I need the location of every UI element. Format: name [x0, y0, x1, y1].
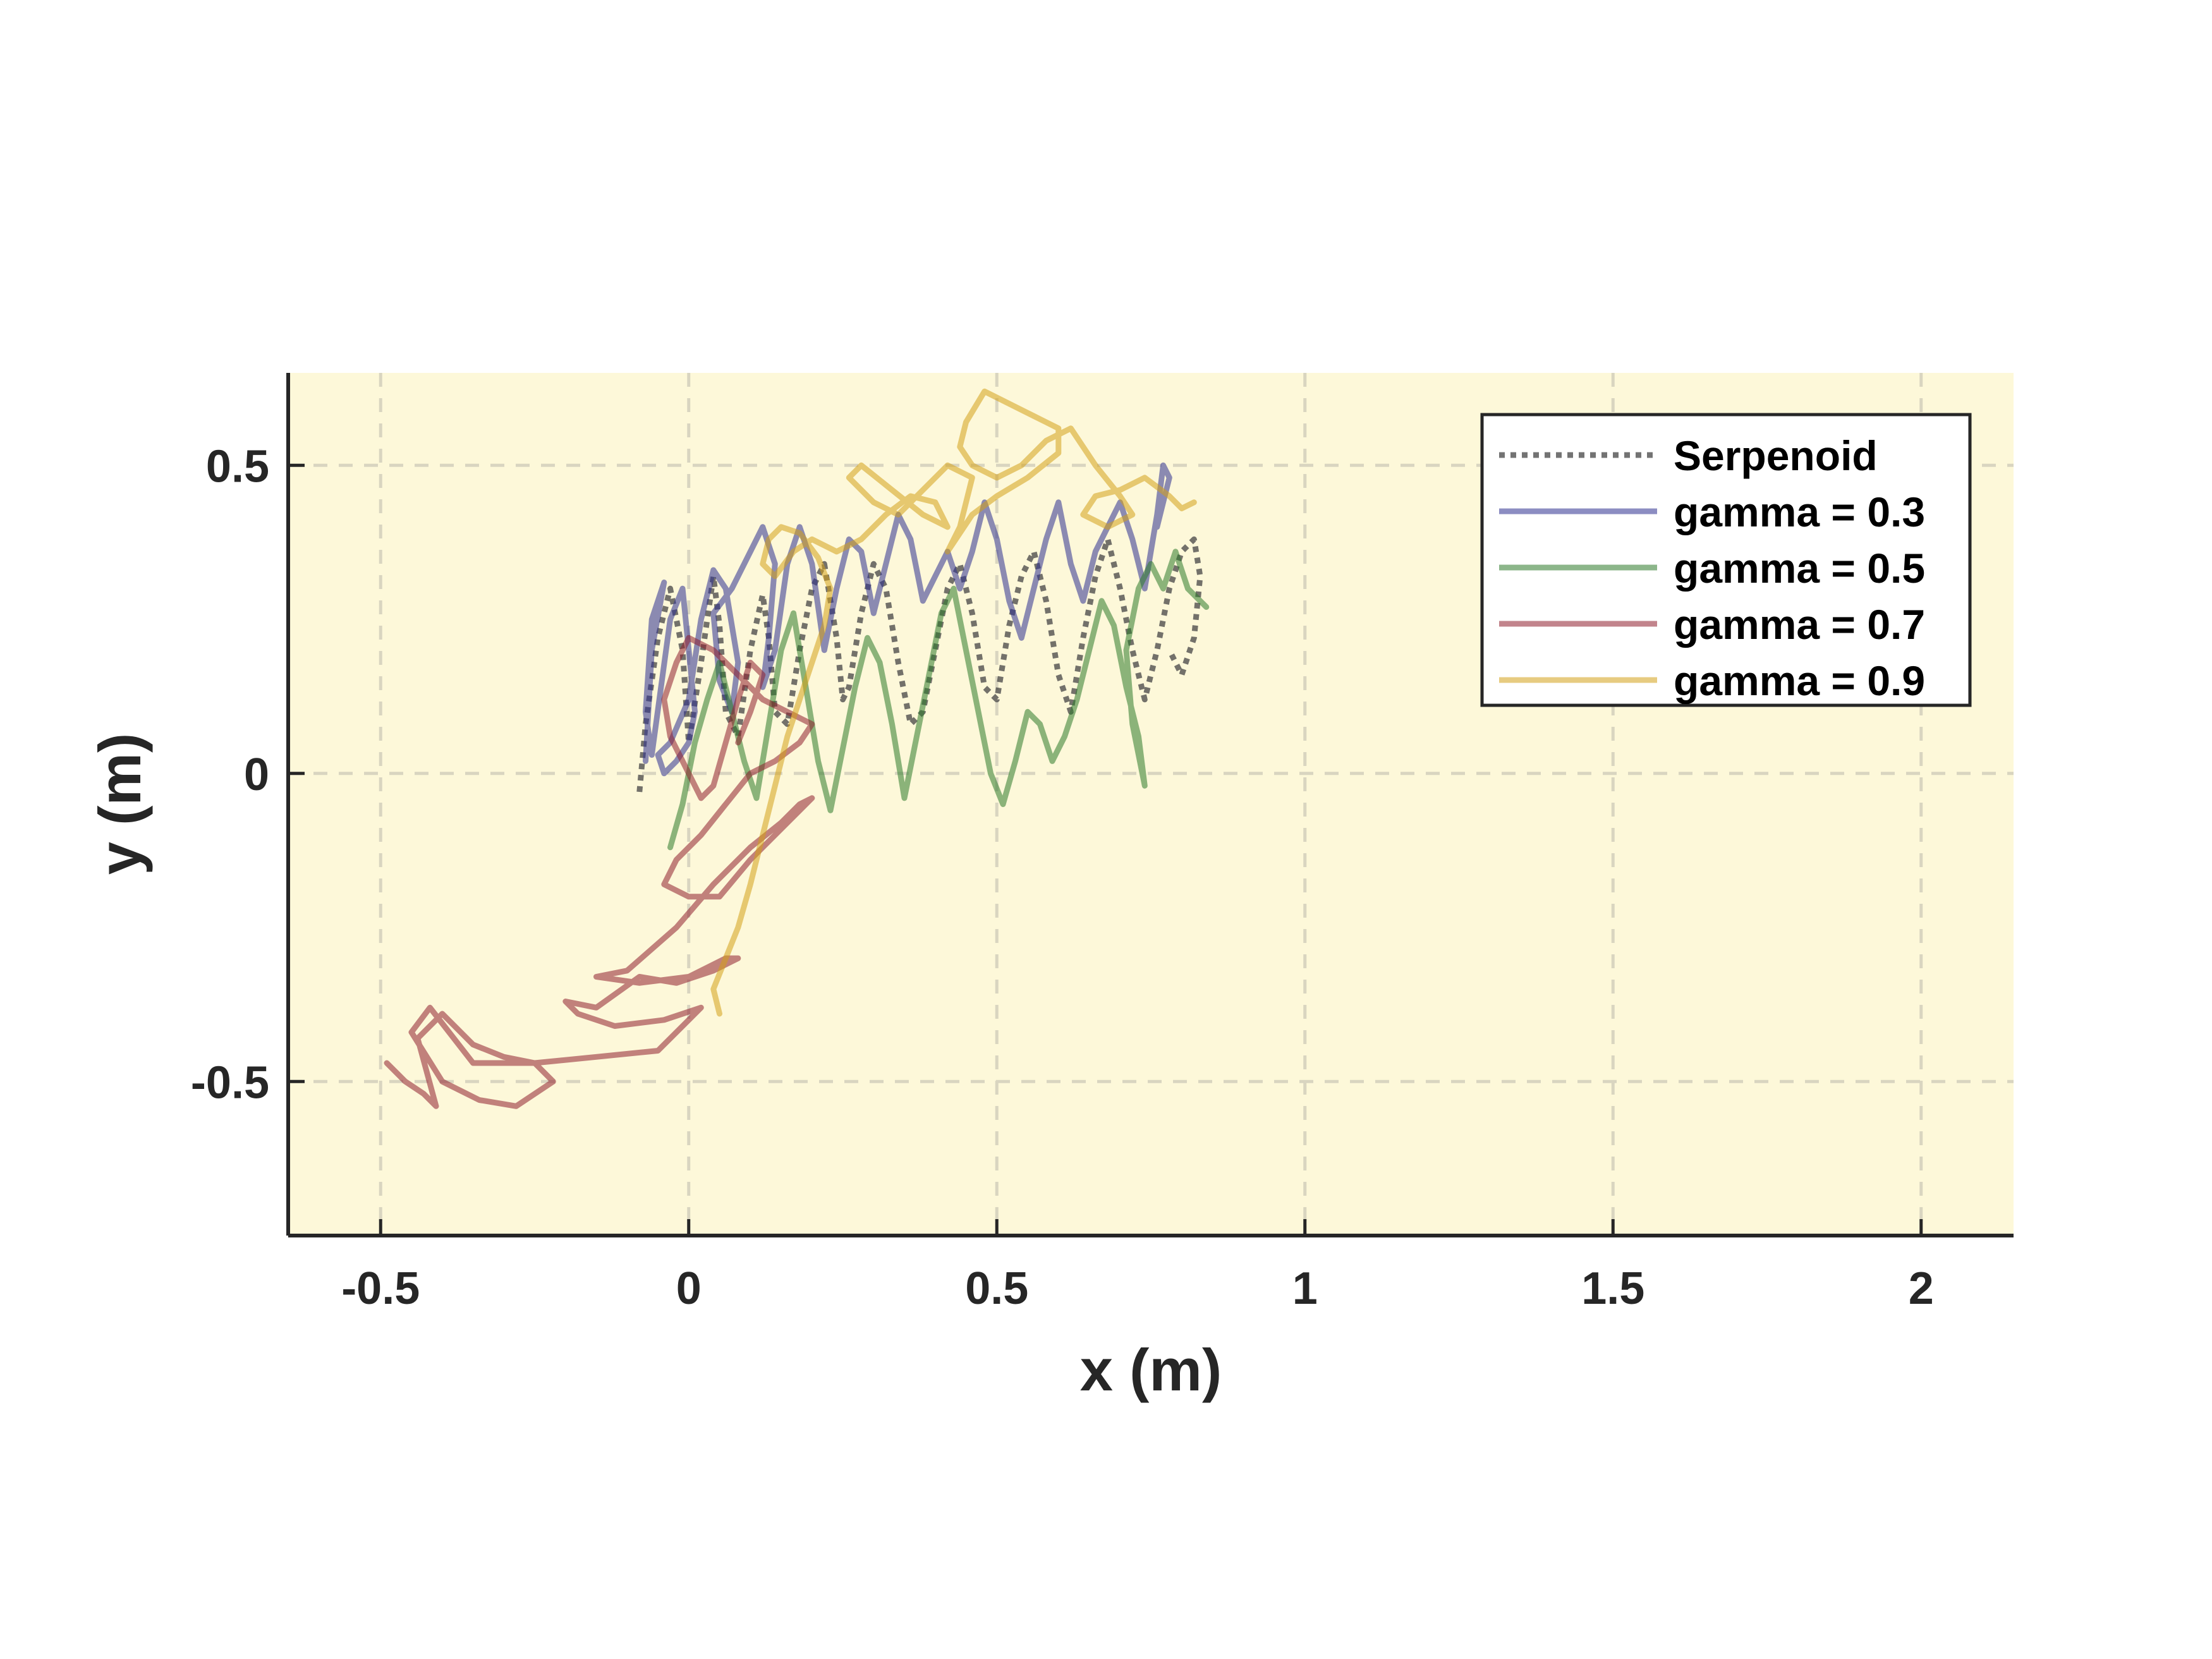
x-tick-label: -0.5	[341, 1263, 420, 1314]
x-tick-label: 2	[1909, 1263, 1934, 1314]
x-tick-label: 1	[1292, 1263, 1318, 1314]
legend-box	[1480, 413, 1972, 707]
y-axis-label: y (m)	[87, 733, 153, 875]
legend-label-3: gamma = 0.5	[1674, 545, 1925, 592]
legend-label-2: gamma = 0.3	[1674, 489, 1925, 535]
tick-labels: -0.5 0 0.5 1 1.5 2 -0.5 0 0.5	[191, 441, 1934, 1314]
series-line-5	[710, 388, 1197, 1017]
series-line-3	[667, 549, 1210, 851]
series-lines	[384, 388, 1210, 1109]
series-line-4	[384, 635, 815, 1109]
x-tick-label: 1.5	[1581, 1263, 1644, 1314]
x-tick-label: 0	[676, 1263, 702, 1314]
axes	[286, 373, 2014, 1237]
x-axis-label: x (m)	[1080, 1337, 1222, 1403]
y-tick-label: -0.5	[191, 1057, 269, 1108]
legend: Serpenoid gamma = 0.3 gamma = 0.5 gamma = 0…	[1480, 413, 1972, 707]
y-tick-label: 0	[244, 750, 269, 800]
x-tick-label: 0.5	[965, 1263, 1028, 1314]
legend-label-1: Serpenoid	[1674, 432, 1878, 479]
y-tick-label: 0.5	[206, 441, 269, 492]
legend-label-4: gamma = 0.7	[1674, 601, 1925, 648]
legend-label-5: gamma = 0.9	[1674, 657, 1925, 704]
grid-lines	[288, 373, 2014, 1236]
